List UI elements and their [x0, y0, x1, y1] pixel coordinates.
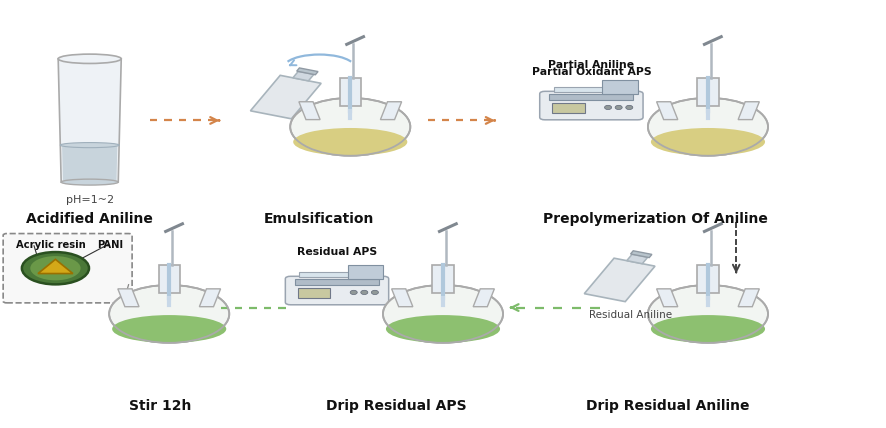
Polygon shape: [657, 289, 678, 307]
Bar: [251, 75, 321, 119]
FancyBboxPatch shape: [540, 91, 643, 120]
Polygon shape: [58, 59, 121, 182]
Ellipse shape: [350, 290, 357, 294]
Bar: [293, 71, 314, 81]
Bar: [631, 251, 652, 258]
Ellipse shape: [651, 128, 765, 156]
Ellipse shape: [113, 315, 226, 343]
Bar: [626, 254, 648, 264]
Text: Drip Residual APS: Drip Residual APS: [326, 399, 467, 413]
Polygon shape: [118, 289, 139, 307]
Ellipse shape: [30, 256, 81, 280]
Ellipse shape: [648, 98, 768, 156]
Ellipse shape: [371, 290, 378, 294]
Ellipse shape: [293, 128, 408, 156]
Ellipse shape: [58, 54, 121, 63]
Text: Acidified Aniline: Acidified Aniline: [27, 212, 153, 226]
Ellipse shape: [291, 98, 410, 156]
Polygon shape: [299, 102, 320, 119]
Ellipse shape: [386, 315, 500, 343]
Text: Prepolymerization Of Aniline: Prepolymerization Of Aniline: [542, 212, 767, 226]
Text: pH=1~2: pH=1~2: [66, 195, 113, 205]
Polygon shape: [380, 102, 401, 119]
Bar: [295, 279, 379, 285]
Text: Partial Oxidant APS: Partial Oxidant APS: [532, 67, 651, 77]
Polygon shape: [199, 289, 221, 307]
FancyBboxPatch shape: [285, 276, 389, 305]
Bar: [297, 68, 318, 75]
Ellipse shape: [604, 105, 611, 110]
Bar: [348, 265, 384, 279]
Text: Emulsification: Emulsification: [264, 212, 375, 226]
Bar: [584, 258, 655, 302]
Text: Stir 12h: Stir 12h: [129, 399, 191, 413]
Bar: [602, 80, 638, 94]
Bar: [432, 265, 454, 293]
Ellipse shape: [615, 105, 622, 110]
Ellipse shape: [648, 285, 768, 343]
Bar: [552, 103, 585, 113]
Text: Drip Residual Aniline: Drip Residual Aniline: [587, 399, 750, 413]
Ellipse shape: [109, 285, 229, 343]
Polygon shape: [392, 289, 413, 307]
Polygon shape: [738, 289, 759, 307]
Ellipse shape: [361, 290, 368, 294]
FancyBboxPatch shape: [4, 234, 132, 303]
Ellipse shape: [60, 143, 119, 148]
Bar: [298, 288, 330, 298]
Bar: [339, 78, 361, 106]
Bar: [554, 87, 618, 92]
Polygon shape: [738, 102, 759, 119]
Ellipse shape: [626, 105, 633, 110]
Bar: [159, 265, 180, 293]
Bar: [299, 272, 364, 277]
Bar: [697, 78, 719, 106]
Text: Partial Aniline: Partial Aniline: [548, 60, 634, 70]
Polygon shape: [473, 289, 494, 307]
Bar: [697, 265, 719, 293]
Polygon shape: [62, 145, 117, 181]
Polygon shape: [657, 102, 678, 119]
Ellipse shape: [383, 285, 503, 343]
Polygon shape: [38, 259, 73, 273]
Text: Residual Aniline: Residual Aniline: [588, 310, 672, 320]
Ellipse shape: [651, 315, 765, 343]
Text: Residual APS: Residual APS: [297, 247, 377, 257]
Text: PANI: PANI: [97, 240, 123, 250]
Text: Acrylic resin: Acrylic resin: [16, 240, 85, 250]
Ellipse shape: [61, 179, 118, 185]
Bar: [549, 94, 633, 100]
Ellipse shape: [22, 252, 89, 284]
